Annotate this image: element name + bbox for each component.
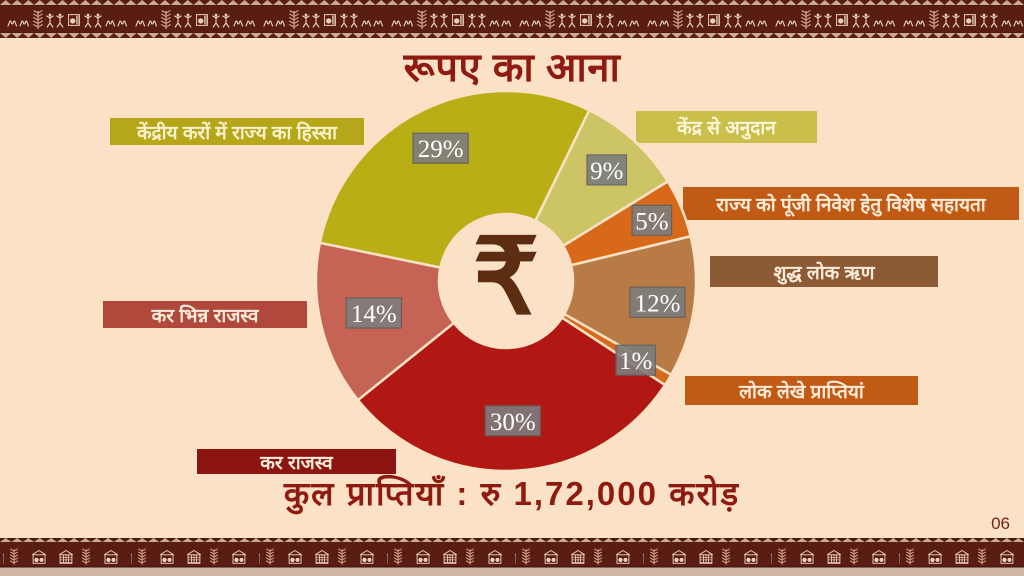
svg-text:1%: 1% — [619, 348, 652, 375]
svg-text:9%: 9% — [590, 158, 623, 185]
svg-text:5%: 5% — [635, 208, 668, 235]
svg-text:₹: ₹ — [473, 219, 540, 336]
svg-text:12%: 12% — [635, 290, 681, 317]
svg-text:14%: 14% — [351, 301, 397, 328]
svg-text:30%: 30% — [490, 409, 536, 436]
svg-text:29%: 29% — [418, 136, 464, 163]
